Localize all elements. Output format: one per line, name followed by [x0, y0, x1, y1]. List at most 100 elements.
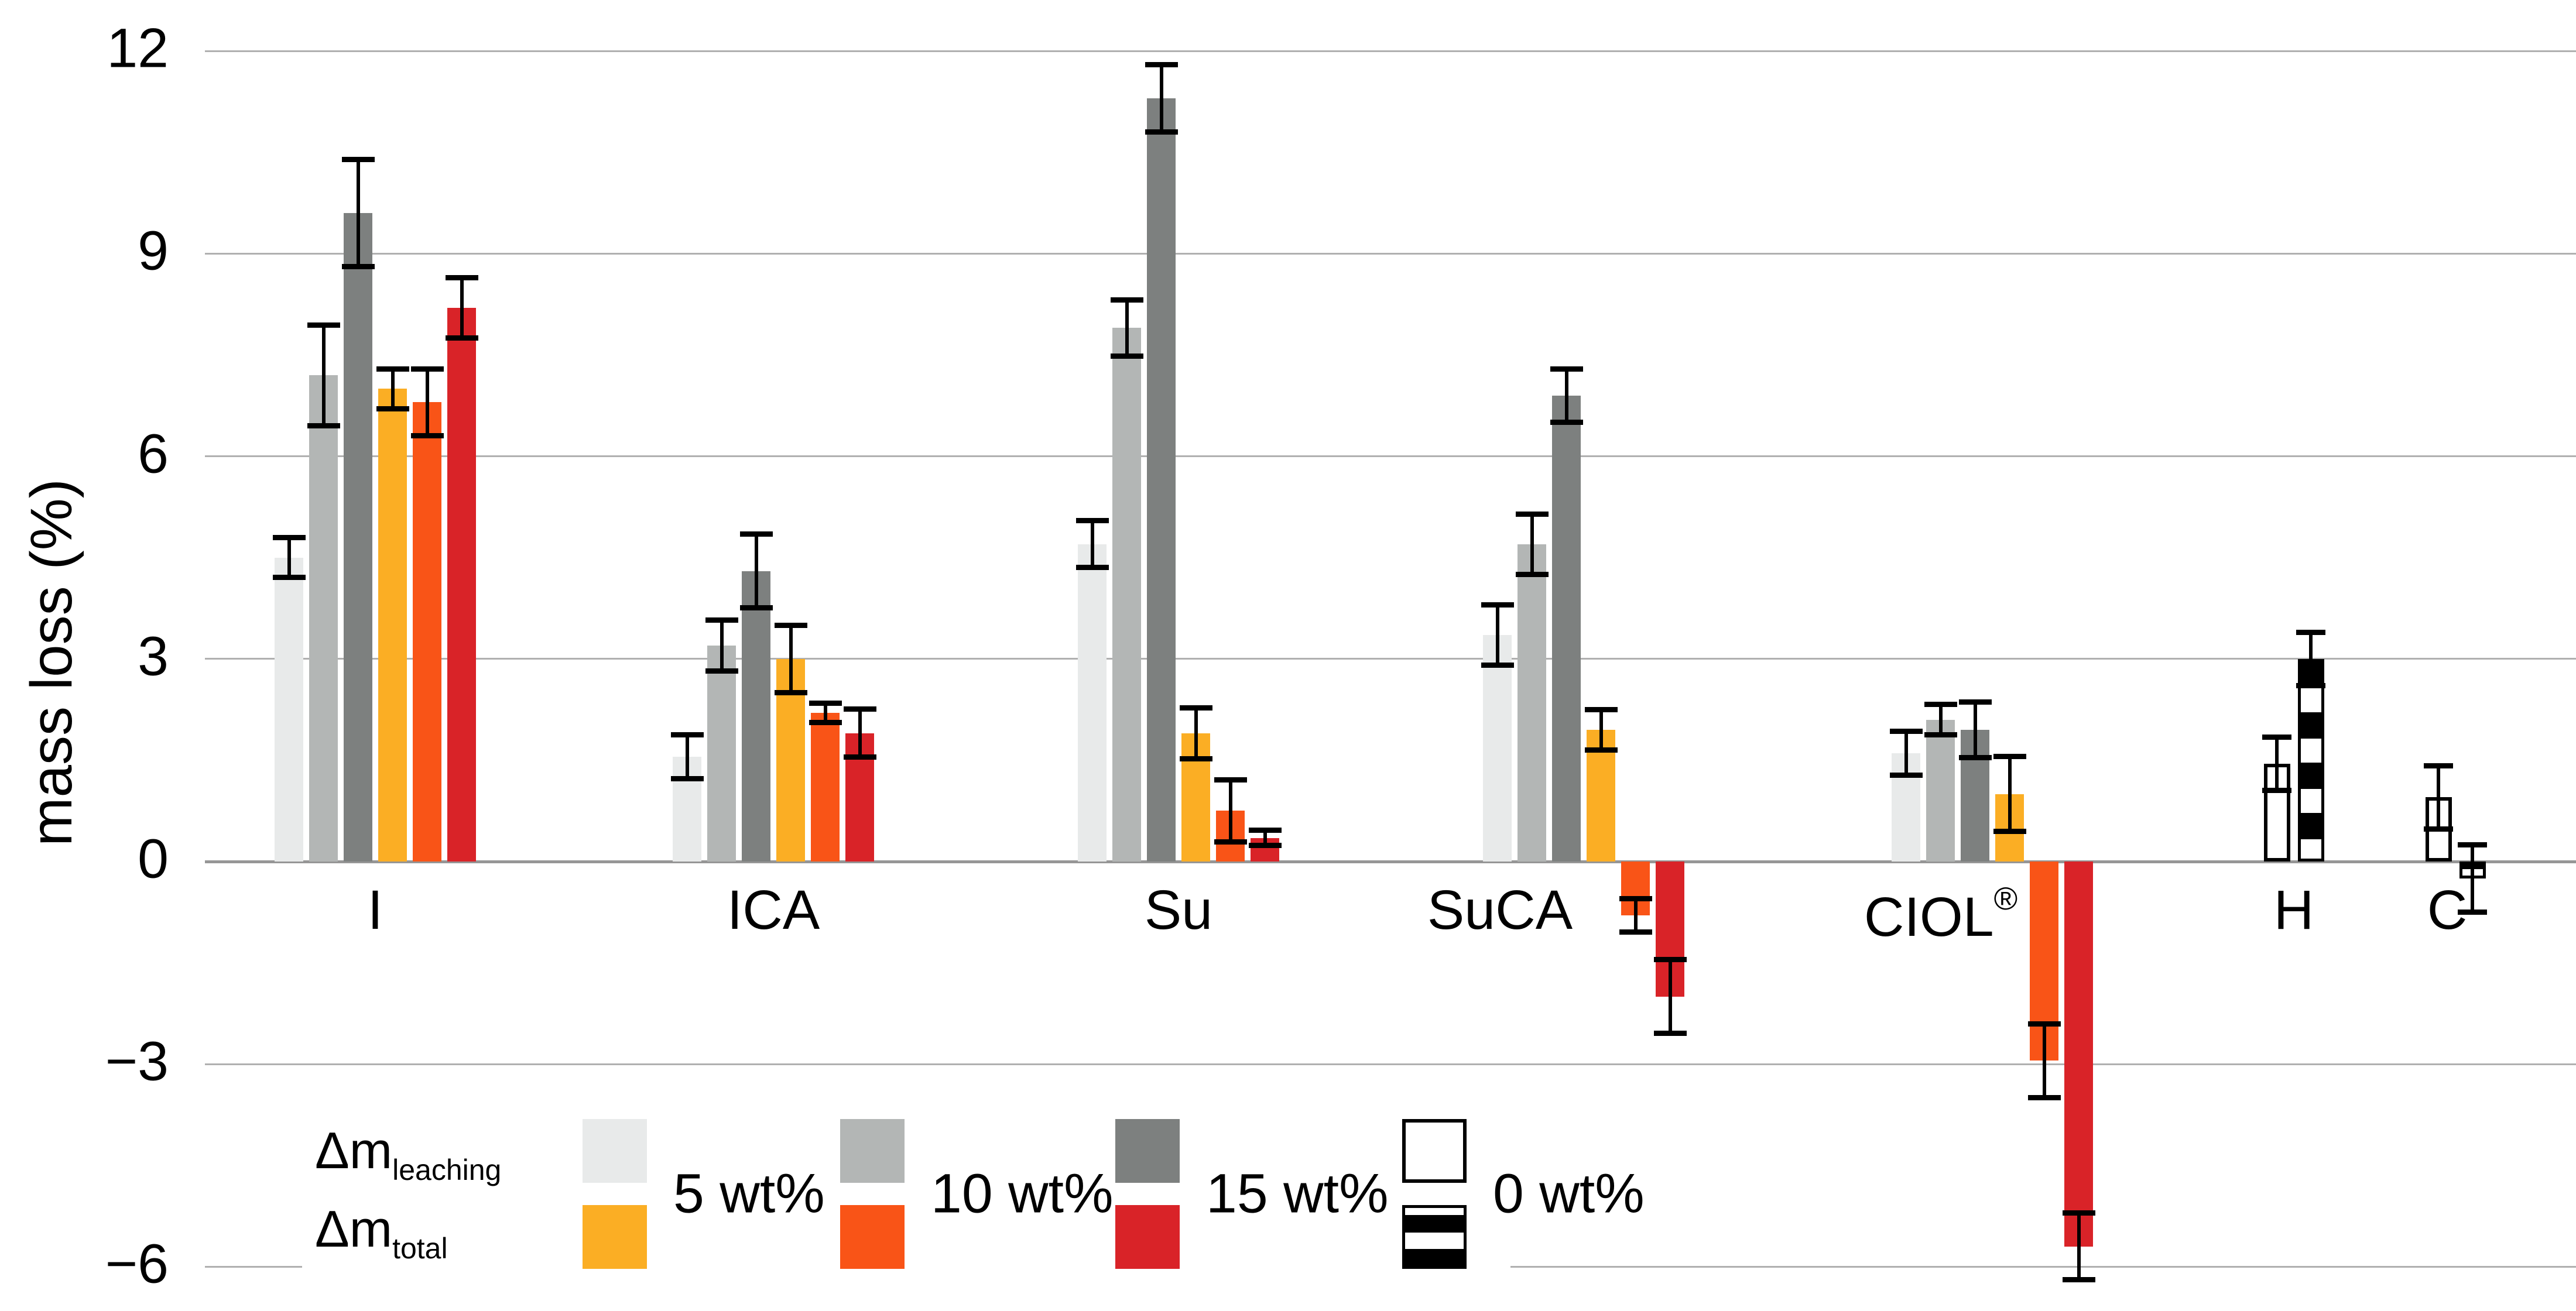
error-bar-cap — [2458, 842, 2487, 848]
error-bar — [858, 709, 862, 758]
error-bar-cap — [1584, 747, 1618, 753]
error-bar — [1194, 707, 1198, 759]
error-bar — [1228, 780, 1232, 842]
error-bar-cap — [1958, 699, 1992, 705]
error-bar — [460, 277, 464, 338]
error-bar-cap — [739, 605, 773, 611]
error-bar — [1159, 64, 1163, 132]
y-tick-label: 0 — [138, 828, 169, 890]
legend-swatch — [1402, 1119, 1467, 1183]
error-bar-cap — [1145, 62, 1178, 68]
error-bar-cap — [410, 366, 444, 372]
error-bar — [2437, 766, 2440, 829]
error-bar-cap — [376, 366, 409, 372]
error-bar-cap — [1075, 565, 1109, 570]
bar — [1483, 635, 1512, 862]
error-bar-cap — [843, 706, 876, 712]
y-axis-title: mass loss (%) — [19, 479, 84, 846]
error-bar-cap — [1179, 756, 1212, 761]
legend-swatch — [583, 1205, 647, 1269]
error-bar-cap — [1550, 419, 1583, 425]
error-bar-cap — [1653, 957, 1687, 963]
legend-label: 15 wt% — [1206, 1162, 1389, 1225]
error-bar-cap — [2424, 763, 2453, 769]
bar — [1517, 544, 1546, 862]
y-tick-label: 3 — [138, 625, 169, 688]
error-bar-cap — [705, 668, 738, 674]
error-bar-cap — [1993, 753, 2026, 759]
error-bar — [2042, 1023, 2046, 1098]
y-tick-label: −6 — [105, 1233, 169, 1296]
error-bar-cap — [445, 335, 478, 341]
error-bar-cap — [1550, 366, 1583, 372]
error-bar-cap — [705, 617, 738, 623]
legend-row-label: Δmleaching — [315, 1121, 502, 1186]
bar — [707, 645, 736, 862]
error-bar-cap — [1248, 843, 1282, 849]
bar — [1552, 395, 1581, 862]
error-bar-cap — [376, 406, 409, 411]
error-bar-cap — [307, 322, 340, 328]
error-bar — [2275, 736, 2279, 791]
bar — [309, 375, 338, 862]
category-label: CIOL® — [1864, 880, 2018, 948]
category-label: Su — [1144, 879, 1213, 941]
error-bar-cap — [1584, 707, 1618, 713]
error-bar — [2077, 1213, 2081, 1281]
error-bar-cap — [1958, 755, 1992, 761]
error-bar-cap — [2062, 1277, 2095, 1283]
category-label: H — [2273, 879, 2314, 941]
legend-label: 0 wt% — [1493, 1162, 1645, 1225]
error-bar-cap — [1214, 777, 1247, 783]
legend-swatch — [840, 1205, 905, 1269]
error-bar — [1633, 898, 1638, 933]
error-bar — [1904, 731, 1908, 776]
bar — [413, 402, 441, 862]
error-bar-cap — [341, 264, 375, 270]
gridline — [205, 1063, 2576, 1065]
bar — [1147, 98, 1176, 862]
error-bar — [1530, 513, 1534, 575]
error-bar — [321, 324, 326, 426]
gridline — [205, 1265, 302, 1268]
error-bar — [1125, 299, 1129, 356]
error-bar-cap — [1653, 1031, 1687, 1037]
error-bar-cap — [2296, 682, 2325, 688]
error-bar-cap — [1924, 732, 1957, 738]
legend-row-label: Δmtotal — [315, 1200, 448, 1265]
error-bar-cap — [670, 776, 704, 782]
bar — [344, 213, 372, 862]
error-bar — [2471, 845, 2474, 912]
bar — [742, 571, 770, 862]
legend-swatch — [1115, 1205, 1180, 1269]
error-bar-cap — [1481, 663, 1514, 668]
gridline — [1510, 1265, 2576, 1268]
error-bar-cap — [774, 623, 807, 629]
error-bar-cap — [739, 531, 773, 537]
gridline — [205, 658, 2576, 660]
error-bar — [789, 625, 793, 693]
error-bar-cap — [1179, 705, 1212, 711]
legend-swatch — [1115, 1119, 1180, 1183]
error-bar-cap — [2424, 826, 2453, 832]
error-bar — [356, 159, 360, 267]
bar — [447, 307, 476, 862]
bar — [1926, 719, 1955, 862]
bar — [2297, 658, 2324, 862]
error-bar-cap — [272, 575, 306, 581]
error-bar — [2309, 632, 2313, 686]
bar — [1078, 544, 1107, 862]
error-bar-cap — [1515, 571, 1549, 577]
error-bar-cap — [1075, 518, 1109, 524]
legend-label: 5 wt% — [673, 1162, 825, 1225]
error-bar-cap — [1481, 602, 1514, 608]
error-bar — [754, 534, 758, 609]
error-bar — [1564, 368, 1568, 423]
error-bar-cap — [2262, 787, 2291, 793]
error-bar-cap — [1248, 827, 1282, 833]
legend-swatch — [840, 1119, 905, 1183]
error-bar — [685, 735, 689, 780]
error-bar-cap — [1993, 829, 2026, 835]
error-bar-cap — [843, 754, 876, 760]
